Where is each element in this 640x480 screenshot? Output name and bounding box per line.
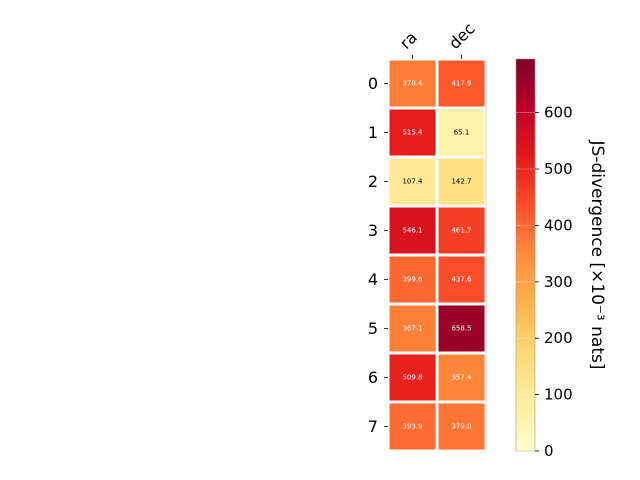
colorbar-tick-label: 200 (544, 329, 573, 347)
cell-value-label: 417.9 (451, 80, 471, 88)
cell-value-label: 658.5 (451, 325, 471, 333)
heatmap-cell (389, 256, 436, 303)
column-labels: ra dec (396, 19, 479, 59)
colorbar-tick-label: 600 (544, 104, 573, 122)
heatmap-cell (438, 158, 485, 205)
cell-value-label: 393.9 (402, 423, 422, 431)
row-tick-label: 4 (368, 270, 378, 289)
row-labels: 0 1 2 3 4 5 6 7 (368, 74, 388, 436)
heatmap-cell (438, 305, 485, 352)
colorbar-tick-label: 300 (544, 273, 573, 291)
cell-value-label: 515.4 (402, 129, 423, 137)
colorbar-label: JS-divergence [×10⁻³ nats] (587, 140, 607, 370)
colorbar-tick-label: 100 (544, 386, 573, 404)
heatmap-cell (438, 207, 485, 254)
row-tick-label: 7 (368, 417, 378, 436)
colorbar: 0 100 200 300 400 500 600 (515, 58, 573, 460)
heatmap-cells: 370.4 417.9 515.4 65.1 107.4 142.7 546.1 461.7 3… (389, 60, 485, 450)
heatmap-cell (389, 207, 436, 254)
cell-value-label: 370.4 (402, 80, 423, 88)
colorbar-tick-label: 400 (544, 216, 573, 234)
cell-value-label: 65.1 (454, 129, 470, 137)
heatmap-cell (438, 60, 485, 107)
row-tick-label: 0 (368, 74, 378, 93)
cell-value-label: 437.6 (451, 276, 472, 284)
heatmap-cell (438, 403, 485, 450)
column-tick-label: ra (396, 28, 421, 53)
heatmap-cell (389, 403, 436, 450)
cell-value-label: 509.8 (402, 374, 422, 382)
cell-value-label: 379.0 (451, 423, 471, 431)
cell-value-label: 367.1 (402, 325, 422, 333)
row-tick-label: 3 (368, 221, 378, 240)
row-tick-label: 6 (368, 368, 378, 387)
heatmap-cell (389, 354, 436, 401)
heatmap-cell (438, 256, 485, 303)
cell-value-label: 107.4 (402, 178, 423, 186)
heatmap-cell (438, 354, 485, 401)
cell-value-label: 142.7 (451, 178, 471, 186)
colorbar-tick-label: 0 (544, 442, 554, 460)
cell-value-label: 546.1 (402, 227, 422, 235)
colorbar-ticks: 0 100 200 300 400 500 600 (516, 104, 573, 460)
cell-value-label: 461.7 (451, 227, 471, 235)
heatmap-cell (389, 305, 436, 352)
heatmap-cell (438, 109, 485, 156)
heatmap-cell (389, 158, 436, 205)
row-tick-label: 5 (368, 319, 378, 338)
heatmap-cell (389, 109, 436, 156)
colorbar-gradient (515, 58, 536, 452)
row-tick-label: 1 (368, 123, 378, 142)
colorbar-tick-label: 500 (544, 160, 573, 178)
cell-value-label: 357.4 (451, 374, 472, 382)
heatmap-cell (389, 60, 436, 107)
row-tick-label: 2 (368, 172, 378, 191)
cell-value-label: 399.6 (402, 276, 423, 284)
column-tick-label: dec (445, 19, 479, 53)
